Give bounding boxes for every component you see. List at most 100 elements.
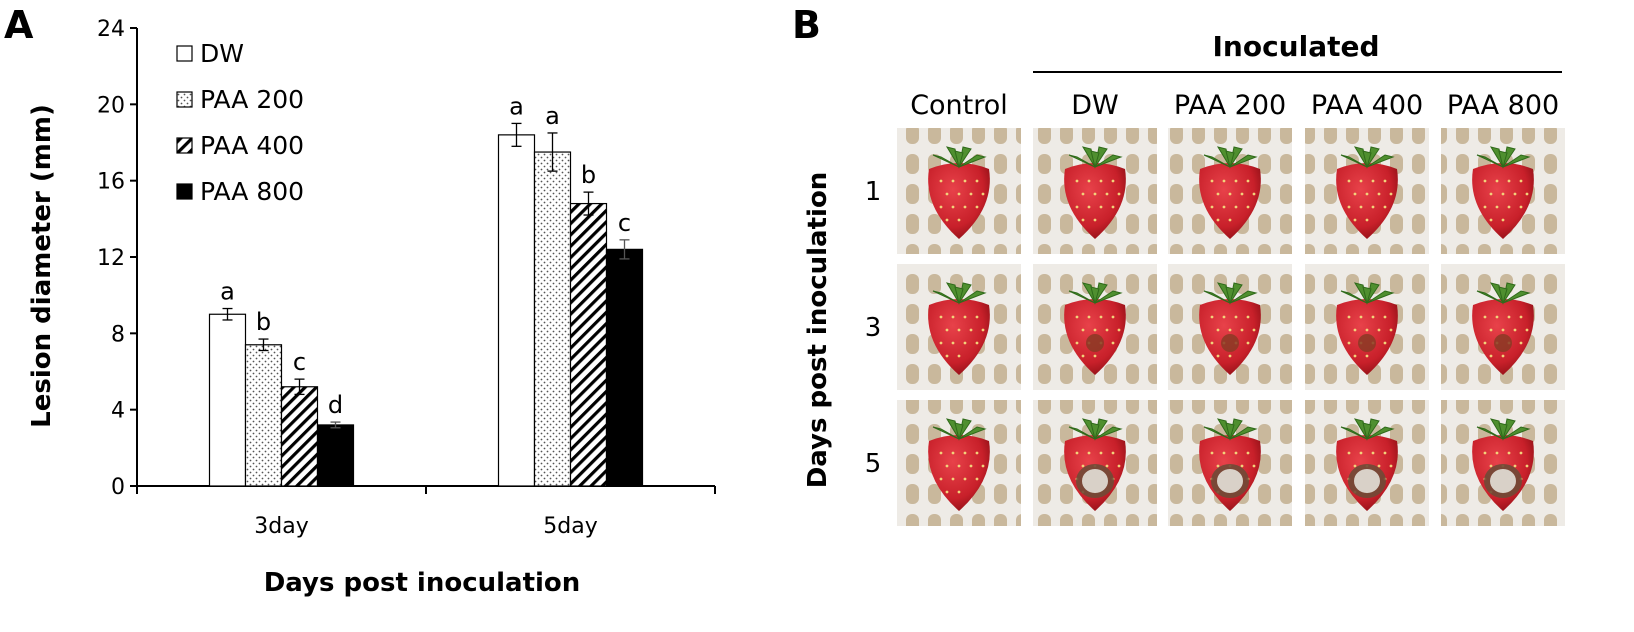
strawberry-fruit: [1472, 163, 1534, 239]
seeds: [1483, 179, 1529, 222]
lesion-spot: [1086, 334, 1104, 352]
y-ticks: 0 4 8 12 16 20 24: [97, 17, 137, 500]
calyx-leaves: [1476, 282, 1531, 305]
calyx-leaves: [932, 418, 987, 441]
error-bar: [511, 122, 522, 147]
significance-letter: d: [328, 391, 343, 419]
legend-label: PAA 800: [200, 177, 304, 206]
bar-paa-800-3day: [316, 424, 355, 487]
column-label: PAA 200: [1174, 90, 1286, 121]
y-tick-label: 12: [97, 246, 125, 271]
calyx-leaves: [1068, 146, 1123, 169]
strawberry-photo: [1033, 400, 1157, 526]
significance-letter: c: [293, 348, 306, 376]
strawberry-photo: [1305, 264, 1429, 390]
bar-paa-400-5day: [569, 202, 608, 487]
column-label: PAA 800: [1447, 90, 1559, 121]
calyx-leaves: [1068, 282, 1123, 305]
legend: DW PAA 200 PAA 400 PAA 800: [176, 39, 304, 206]
significance-letter: b: [581, 161, 596, 189]
mycelium-patch: [1490, 469, 1516, 493]
strawberry-fruit: [1199, 163, 1261, 239]
strawberry-photo: [897, 400, 1021, 526]
strawberry-photo: [1305, 128, 1429, 254]
mycelium-patch: [1217, 469, 1243, 493]
strawberry-photo: [1033, 128, 1157, 254]
calyx-leaves: [1340, 418, 1395, 441]
strawberry-fruit: [928, 299, 990, 375]
row-label: 5: [865, 449, 882, 479]
calyx-leaves: [1203, 418, 1258, 441]
seeds: [939, 179, 985, 222]
lesion-spot: [1221, 334, 1239, 352]
error-bar: [547, 132, 558, 172]
legend-label: PAA 400: [200, 131, 304, 160]
y-tick-label: 24: [97, 17, 125, 42]
significance-letter: c: [618, 209, 631, 237]
x-axis-title: Days post inoculation: [264, 568, 581, 598]
bar-paa-200-3day: [244, 344, 283, 487]
lesion-spot: [1358, 334, 1376, 352]
calyx-leaves: [1476, 146, 1531, 169]
legend-swatch: [176, 45, 193, 62]
bar-dw-5day: [497, 134, 536, 487]
mycelium-patch: [1354, 469, 1380, 493]
calyx-leaves: [1068, 418, 1123, 441]
calyx-leaves: [1340, 146, 1395, 169]
x-tick-label: 5day: [543, 514, 597, 539]
lesion-spot: [1494, 334, 1512, 352]
seeds: [1075, 179, 1121, 222]
bar-paa-400-3day: [280, 386, 319, 487]
row-label: 3: [865, 313, 882, 343]
significance-letter: a: [509, 92, 524, 120]
calyx-leaves: [1203, 146, 1258, 169]
significance-letter: b: [256, 308, 271, 336]
error-bar: [294, 378, 305, 396]
significance-letter: a: [545, 102, 560, 130]
legend-swatch: [176, 91, 193, 108]
calyx-leaves: [1340, 282, 1395, 305]
y-tick-label: 16: [97, 170, 125, 195]
row-label: 1: [865, 177, 882, 207]
calyx-leaves: [1203, 282, 1258, 305]
y-axis-title: Lesion diameter (mm): [27, 104, 57, 428]
strawberry-photo: [1168, 264, 1292, 390]
error-bar: [222, 307, 233, 321]
y-tick-label: 8: [111, 322, 125, 347]
strawberry-photo: [1168, 400, 1292, 526]
seeds: [1210, 179, 1256, 222]
error-bar: [258, 338, 269, 352]
y-tick-label: 4: [111, 399, 125, 424]
strawberry-fruit: [1064, 163, 1126, 239]
legend-label: DW: [200, 39, 244, 68]
strawberry-photo: [1441, 264, 1565, 390]
calyx-leaves: [1476, 418, 1531, 441]
bar-paa-800-5day: [605, 248, 644, 487]
strawberry-photo: [1441, 128, 1565, 254]
inoculated-label: Inoculated: [1212, 30, 1379, 63]
strawberry-photo: [1305, 400, 1429, 526]
strawberry-fruit: [928, 163, 990, 239]
strawberry-photo: [897, 264, 1021, 390]
row-axis-label: Days post inoculation: [803, 172, 833, 489]
y-tick-label: 20: [97, 93, 125, 118]
legend-swatch: [176, 137, 193, 154]
error-bar: [330, 421, 341, 429]
strawberry-photo: [1168, 128, 1292, 254]
column-label: PAA 400: [1311, 90, 1423, 121]
error-bar: [583, 191, 594, 216]
panel-b-label: B: [792, 3, 821, 47]
strawberry-fruit: [1336, 163, 1398, 239]
strawberry-photo: [1441, 400, 1565, 526]
photo-grid: Control DW PAA 200 PAA 400 PAA 800 1 3 5: [865, 90, 1565, 526]
seeds: [1347, 179, 1393, 222]
calyx-leaves: [932, 282, 987, 305]
bar-chart: Lesion diameter (mm) Days post inoculati…: [27, 17, 716, 598]
column-label: Control: [910, 90, 1008, 121]
y-tick-label: 0: [111, 475, 125, 500]
mycelium-patch: [1082, 469, 1108, 493]
legend-label: PAA 200: [200, 85, 304, 114]
strawberry-photo: [897, 128, 1021, 254]
error-bar: [619, 239, 630, 260]
